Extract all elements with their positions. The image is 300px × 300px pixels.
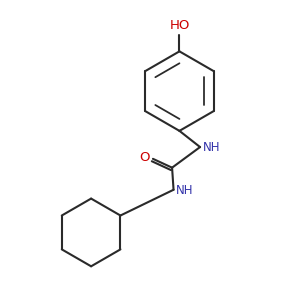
Text: NH: NH [176, 184, 194, 197]
Text: HO: HO [169, 19, 190, 32]
Text: NH: NH [202, 141, 220, 154]
Text: O: O [139, 152, 149, 164]
